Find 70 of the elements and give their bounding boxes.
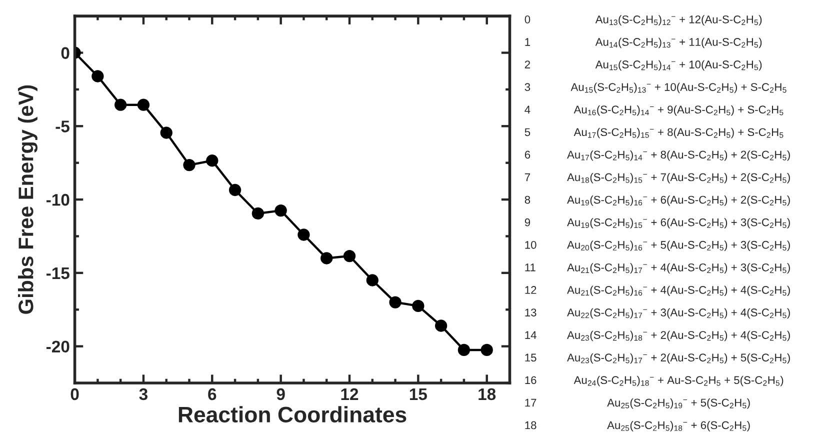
x-tick-label: 6 — [208, 388, 216, 400]
text: 13 — [525, 308, 536, 316]
y-tick-label: -5 — [56, 120, 70, 132]
point — [389, 296, 402, 308]
point — [480, 344, 493, 356]
text: Au$_{16}$(S-C$_{2}$H$_{5}$)$_{14}$$^{−}$ + 9(Au-S-C$_{2}$H$_{5}$) + S-C$_{2}$H$_{5}$ — [574, 105, 784, 116]
point — [412, 300, 424, 312]
point — [114, 98, 127, 111]
x-tick-label: 0 — [70, 388, 79, 400]
text: Au$_{21}$(S-C$_{2}$H$_{5}$)$_{17}$$^{−}$ + 4(Au-S-C$_{2}$H$_{5}$) + 3(S-C$_{2}$H$_{5}$) — [567, 263, 790, 274]
text: Au$_{19}$(S-C$_{2}$H$_{5}$)$_{15}$$^{−}$ + 6(Au-S-C$_{2}$H$_{5}$) + 3(S-C$_{2}$H$_{5}$) — [567, 218, 790, 228]
x-tick-label: 12 — [341, 388, 358, 400]
text: 15 — [525, 354, 536, 362]
text: 12 — [525, 286, 536, 294]
text: Au$_{22}$(S-C$_{2}$H$_{5}$)$_{17}$$^{−}$ + 3(Au-S-C$_{2}$H$_{5}$) + 4(S-C$_{2}$H$_{5}$) — [567, 308, 790, 319]
text: Au$_{17}$(S-C$_{2}$H$_{5}$)$_{15}$$^{−}$ + 8(Au-S-C$_{2}$H$_{5}$) + S-C$_{2}$H$_{5}$ — [574, 128, 784, 138]
text: 17 — [525, 398, 536, 407]
text: Au$_{23}$(S-C$_{2}$H$_{5}$)$_{17}$$^{−}$ + 2(Au-S-C$_{2}$H$_{5}$) + 5(S-C$_{2}$H$_{5}$) — [567, 353, 790, 364]
text: 8 — [524, 196, 530, 204]
text: Au$_{17}$(S-C$_{2}$H$_{5}$)$_{14}$$^{−}$ + 8(Au-S-C$_{2}$H$_{5}$) + 2(S-C$_{2}$H$_{5}$) — [567, 150, 790, 161]
point — [298, 228, 310, 241]
text: 1 — [525, 38, 530, 46]
point — [274, 204, 287, 217]
text: 0 — [524, 16, 530, 24]
text: 10 — [525, 240, 536, 249]
point — [228, 184, 242, 196]
text: 3 — [524, 83, 530, 92]
y-tick-label: 0 — [61, 47, 70, 59]
x-tick-label: 9 — [276, 388, 285, 400]
text: 6 — [524, 150, 530, 159]
text: 11 — [525, 264, 536, 272]
text: Au$_{25}$(S-C$_{2}$H$_{5}$)$_{18}$$^{−}$ + 6(S-C$_{2}$H$_{5}$) — [607, 420, 750, 432]
y-tick-label: -15 — [46, 267, 70, 280]
text: Au$_{19}$(S-C$_{2}$H$_{5}$)$_{16}$$^{−}$ + 6(Au-S-C$_{2}$H$_{5}$) + 2(S-C$_{2}$H$_{5}$) — [567, 196, 790, 206]
point — [320, 252, 333, 264]
text: Au$_{20}$(S-C$_{2}$H$_{5}$)$_{16}$$^{−}$ + 5(Au-S-C$_{2}$H$_{5}$) + 3(S-C$_{2}$H$_{5}$) — [567, 240, 790, 251]
point — [366, 274, 378, 286]
text: Au$_{15}$(S-C$_{2}$H$_{5}$)$_{13}$$^{−}$ + 10(Au-S-C$_{2}$H$_{5}$) + S-C$_{2}$H$_{5}$ — [570, 82, 786, 94]
y-tick-label: -20 — [46, 340, 70, 353]
point — [343, 250, 356, 262]
point — [435, 320, 448, 332]
text: Au$_{14}$(S-C$_{2}$H$_{5}$)$_{13}$$^{−}$ + 11(Au-S-C$_{2}$H$_{5}$) — [595, 38, 762, 48]
text: Au$_{18}$(S-C$_{2}$H$_{5}$)$_{15}$$^{−}$ + 7(Au-S-C$_{2}$H$_{5}$) + 2(S-C$_{2}$H$_{5}$) — [567, 172, 790, 184]
y-axis-title: Gibbs Free Energy (eV) — [18, 85, 38, 314]
y-tick-label: -10 — [46, 194, 70, 206]
text: Au$_{13}$(S-C$_{2}$H$_{5}$)$_{12}$$^{−}$ + 12(Au-S-C$_{2}$H$_{5}$) — [595, 15, 762, 26]
x-tick-label: 15 — [410, 388, 427, 400]
text: 7 — [524, 173, 530, 182]
point — [92, 70, 104, 82]
text: Au$_{23}$(S-C$_{2}$H$_{5}$)$_{18}$$^{−}$ + 2(Au-S-C$_{2}$H$_{5}$) + 4(S-C$_{2}$H$_{5}$) — [567, 330, 790, 342]
text: 14 — [525, 331, 536, 339]
point — [206, 154, 218, 167]
text: Au$_{25}$(S-C$_{2}$H$_{5}$)$_{19}$$^{−}$ + 5(S-C$_{2}$H$_{5}$) — [607, 398, 750, 409]
text: 2 — [524, 60, 530, 68]
text: 9 — [524, 218, 530, 226]
text: 5 — [524, 128, 530, 136]
text: Au$_{21}$(S-C$_{2}$H$_{5}$)$_{16}$$^{−}$ + 4(Au-S-C$_{2}$H$_{5}$) + 4(S-C$_{2}$H$_{5}$) — [567, 286, 790, 296]
text: Au$_{15}$(S-C$_{2}$H$_{5}$)$_{14}$$^{−}$ + 10(Au-S-C$_{2}$H$_{5}$) — [595, 60, 762, 71]
point — [137, 98, 150, 111]
point — [458, 344, 470, 356]
point — [252, 207, 264, 220]
text: 18 — [525, 421, 536, 430]
text: 16 — [525, 376, 536, 384]
point — [183, 158, 196, 172]
x-tick-label: 18 — [478, 388, 496, 400]
x-axis-title: Reaction Coordinates — [178, 406, 406, 423]
x-tick-label: 3 — [139, 388, 148, 400]
text: 4 — [524, 106, 530, 114]
point — [160, 126, 172, 139]
text: Au$_{24}$(S-C$_{2}$H$_{5}$)$_{18}$$^{−}$ + Au-S-C$_{2}$H$_{5}$ + 5(S-C$_{2}$H$_{5}$) — [574, 376, 784, 386]
